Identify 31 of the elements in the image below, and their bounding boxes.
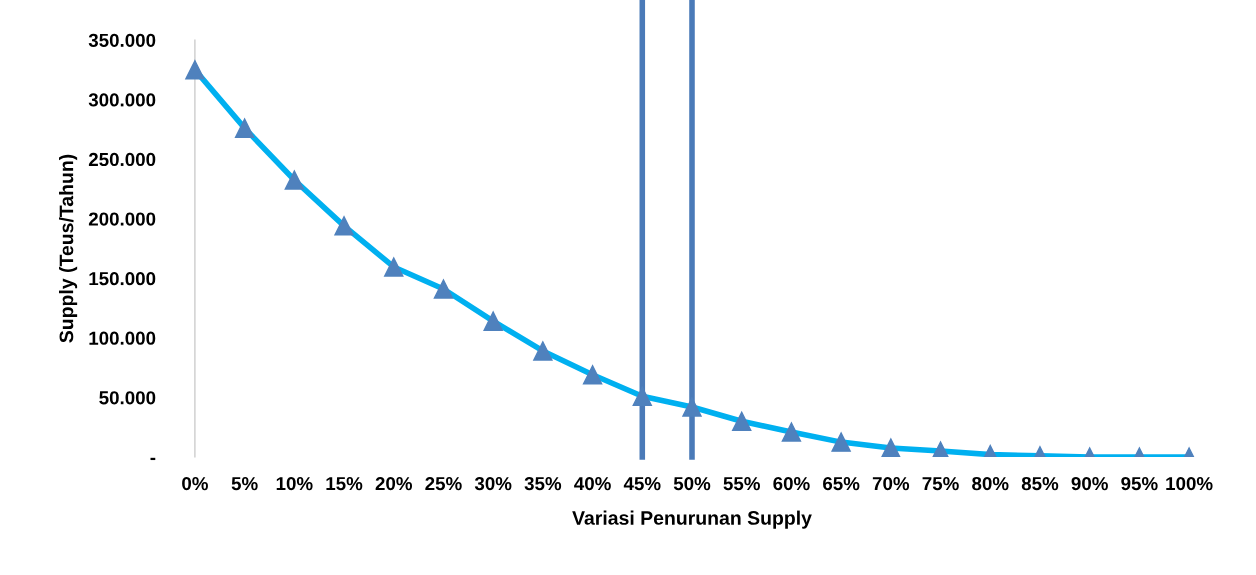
x-tick-label: 95%	[1121, 476, 1158, 491]
y-tick-label: 100.000	[89, 331, 156, 345]
x-axis-title: Variasi Penurunan Supply	[572, 510, 812, 529]
x-tick-label: 35%	[524, 476, 562, 491]
y-axis-title: Supply (Teus/Tahun)	[59, 154, 78, 343]
y-tick-label: 150.000	[89, 271, 156, 286]
y-tick-label: 350.000	[88, 33, 156, 47]
x-tick-label: 10%	[276, 476, 313, 491]
x-tick-label: 65%	[823, 476, 860, 491]
x-tick-label: 60%	[773, 476, 810, 491]
y-tick-label: 200.000	[88, 212, 156, 226]
x-tick-label: 5%	[231, 476, 258, 491]
x-tick-label: 90%	[1071, 476, 1108, 491]
x-tick-label: 55%	[723, 476, 760, 491]
x-tick-label: 30%	[474, 476, 512, 491]
x-tick-label: 100%	[1166, 476, 1213, 491]
y-tick-label: 50.000	[99, 391, 156, 405]
x-tick-label: 75%	[922, 476, 959, 491]
x-tick-label: 45%	[623, 476, 661, 491]
x-tick-label: 25%	[425, 476, 462, 491]
x-tick-label: 15%	[326, 476, 363, 491]
x-tick-label: 85%	[1021, 476, 1059, 491]
x-tick-label: 70%	[872, 476, 910, 491]
x-tick-label: 40%	[574, 476, 611, 491]
x-tick-label: 20%	[375, 476, 413, 491]
y-tick-label: 250.000	[88, 152, 156, 167]
x-tick-label: 0%	[182, 476, 208, 491]
x-tick-label: 80%	[972, 476, 1009, 491]
x-tick-label: 50%	[673, 476, 711, 491]
y-tick-label: -	[150, 457, 156, 461]
y-tick-label: 300.000	[88, 93, 156, 107]
